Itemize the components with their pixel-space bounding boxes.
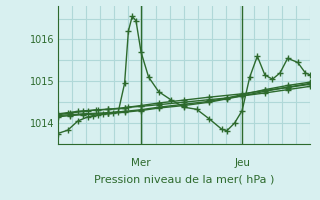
Text: Pression niveau de la mer( hPa ): Pression niveau de la mer( hPa ) [94, 174, 274, 184]
Text: Jeu: Jeu [234, 158, 250, 168]
Text: Mer: Mer [131, 158, 151, 168]
